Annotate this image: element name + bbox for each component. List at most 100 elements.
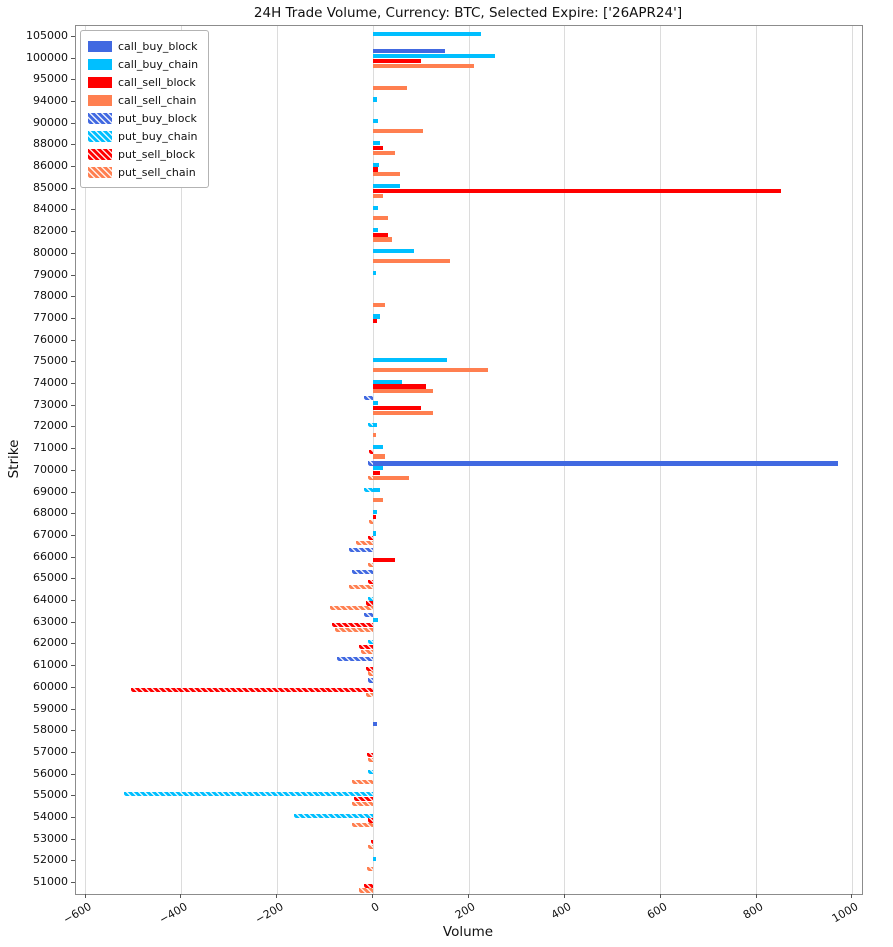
bar-call_sell_chain — [373, 411, 434, 416]
y-tick-mark — [71, 231, 75, 233]
bar-call_sell_chain — [373, 302, 386, 307]
grid-line — [372, 26, 374, 894]
y-tick-mark — [71, 708, 75, 710]
bar-call_sell_chain — [373, 432, 376, 437]
legend-label: put_buy_block — [118, 111, 197, 125]
x-tick-mark — [84, 894, 86, 898]
y-tick-label: 73000 — [33, 397, 68, 411]
bar-put_sell_block — [369, 449, 374, 454]
y-tick-mark — [71, 317, 75, 319]
y-tick-label: 77000 — [33, 310, 68, 324]
y-tick-label: 75000 — [33, 354, 68, 368]
legend-item-call_buy_chain: call_buy_chain — [88, 55, 198, 73]
bar-call_sell_chain — [373, 454, 386, 459]
bar-call_buy_chain — [373, 205, 378, 211]
y-tick-mark — [71, 144, 75, 146]
y-tick-label: 56000 — [33, 766, 68, 780]
y-tick-mark — [71, 838, 75, 840]
y-tick-label: 74000 — [33, 376, 68, 390]
x-tick-label: 0 — [369, 900, 382, 915]
bar-put_sell_chain — [361, 649, 374, 654]
x-tick-label: 400 — [548, 900, 574, 922]
bar-call_buy_chain — [373, 271, 376, 276]
y-tick-mark — [71, 274, 75, 276]
bar-put_buy_chain — [368, 770, 374, 775]
x-tick-mark — [659, 894, 661, 898]
y-tick-label: 86000 — [33, 159, 68, 173]
y-tick-label: 90000 — [33, 115, 68, 129]
bar-put_buy_chain — [294, 813, 374, 818]
bar-put_sell_chain — [369, 519, 374, 524]
legend: call_buy_block call_buy_chain call_sell_bl… — [80, 30, 210, 188]
y-tick-mark — [71, 556, 75, 558]
bar-call_sell_block — [373, 384, 426, 389]
y-tick-mark — [71, 578, 75, 580]
y-tick-label: 65000 — [33, 571, 68, 585]
bar-call_sell_block — [373, 232, 388, 237]
bar-put_sell_chain — [351, 823, 374, 828]
y-tick-label: 82000 — [33, 224, 68, 238]
bar-call_buy_chain — [373, 162, 379, 167]
legend-label: put_sell_block — [118, 147, 196, 161]
bar-call_buy_chain — [373, 618, 378, 623]
y-tick-label: 53000 — [33, 831, 68, 845]
y-tick-mark — [71, 643, 75, 645]
y-tick-mark — [71, 491, 75, 493]
legend-item-call_sell_chain: call_sell_chain — [88, 91, 198, 109]
bar-call_sell_chain — [373, 150, 395, 155]
bar-put_buy_block — [368, 461, 374, 466]
y-tick-label: 55000 — [33, 788, 68, 802]
y-tick-label: 95000 — [33, 72, 68, 86]
y-tick-mark — [71, 209, 75, 211]
bar-call_sell_chain — [373, 389, 434, 394]
x-tick-label: −200 — [253, 900, 286, 927]
bar-put_sell_chain — [351, 801, 374, 806]
bar-put_sell_chain — [349, 584, 374, 589]
y-tick-label: 69000 — [33, 484, 68, 498]
y-tick-mark — [71, 795, 75, 797]
bar-call_buy_chain — [373, 509, 377, 514]
legend-swatch-icon — [88, 166, 112, 178]
x-tick-label: 600 — [644, 900, 670, 922]
bar-put_sell_block — [370, 840, 374, 845]
bar-put_buy_chain — [368, 422, 374, 428]
y-tick-mark — [71, 665, 75, 667]
bar-put_sell_block — [332, 623, 374, 628]
bar-call_sell_chain — [373, 63, 474, 68]
bar-put_buy_chain — [123, 791, 374, 796]
y-tick-label: 58000 — [33, 723, 68, 737]
bar-put_sell_block — [365, 666, 374, 671]
bar-call_buy_chain — [373, 227, 378, 232]
bar-call_sell_block — [373, 319, 377, 324]
y-tick-mark — [71, 426, 75, 428]
legend-item-put_sell_block: put_sell_block — [88, 145, 198, 163]
legend-label: put_sell_chain — [118, 165, 196, 179]
bar-put_sell_chain — [358, 888, 374, 893]
x-axis-label: Volume — [442, 924, 494, 940]
bar-put_buy_block — [351, 569, 374, 575]
bar-call_buy_chain — [373, 466, 383, 471]
y-tick-mark — [71, 448, 75, 450]
y-tick-mark — [71, 817, 75, 819]
x-tick-label: −600 — [61, 900, 95, 927]
bar-put_sell_block — [367, 753, 374, 758]
x-tick-label: −400 — [157, 900, 190, 927]
bar-call_sell_chain — [373, 476, 410, 481]
y-tick-label: 60000 — [33, 679, 68, 693]
x-tick-mark — [563, 894, 565, 898]
bar-call_sell_chain — [373, 172, 400, 177]
x-tick-mark — [755, 894, 757, 898]
bar-put_buy_block — [368, 678, 374, 683]
bar-call_sell_block — [373, 406, 422, 411]
bar-put_buy_chain — [363, 488, 374, 493]
bar-call_buy_chain — [373, 314, 381, 319]
bar-call_buy_chain — [373, 119, 378, 124]
bar-put_buy_block — [349, 548, 374, 553]
y-tick-mark — [71, 469, 75, 471]
y-tick-label: 66000 — [33, 549, 68, 563]
bar-put_sell_chain — [368, 476, 374, 481]
bar-call_buy_block — [373, 461, 839, 466]
y-tick-label: 64000 — [33, 593, 68, 607]
plot-area: call_buy_block call_buy_chain call_sell_bl… — [75, 25, 863, 895]
